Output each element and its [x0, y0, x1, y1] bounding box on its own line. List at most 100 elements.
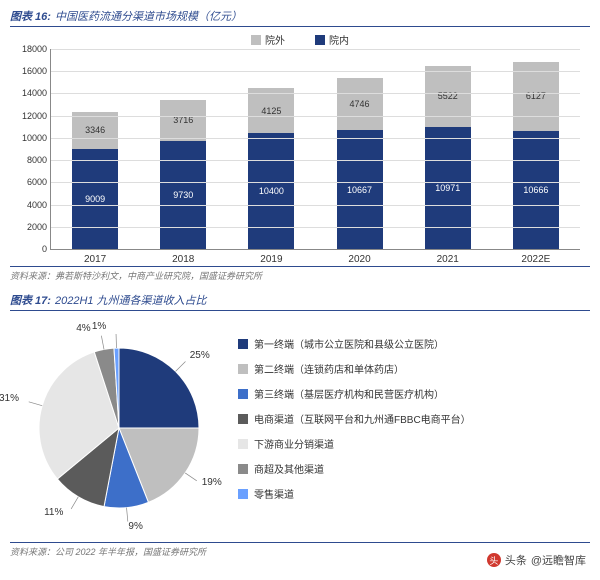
bar-segment-inside: 10971: [425, 127, 471, 249]
leader-line: [71, 497, 78, 509]
pie-pct-label: 11%: [44, 507, 63, 518]
grid-line: [51, 182, 580, 183]
grid-line: [51, 93, 580, 94]
pie-legend-item: 商超及其他渠道: [238, 461, 471, 476]
figure-17-title-row: 图表 17: 2022H1 九州通各渠道收入占比: [10, 292, 590, 311]
y-tick: 4000: [13, 200, 47, 210]
leader-line: [176, 362, 186, 372]
pie-pct-label: 9%: [128, 521, 142, 532]
grid-line: [51, 49, 580, 50]
grid-line: [51, 205, 580, 206]
legend-swatch: [238, 439, 248, 449]
pie-pct-label: 1%: [92, 321, 106, 332]
pie-wrap: 25%19%9%11%31%4%1%: [14, 320, 224, 530]
grid-line: [51, 227, 580, 228]
figure-number: 图表 16:: [10, 8, 51, 24]
figure-16: 图表 16: 中国医药流通分渠道市场规模（亿元） 院外院内 3346900920…: [10, 8, 590, 282]
bar-segment-inside: 9009: [72, 149, 118, 249]
figure-number: 图表 17:: [10, 292, 51, 308]
figure-16-source: 资料来源：弗若斯特沙利文，中商产业研究院，国盛证券研究所: [10, 266, 590, 282]
bar-group: 4125104002019: [242, 88, 300, 249]
leader-line: [127, 508, 128, 522]
pie-chart: 25%19%9%11%31%4%1% 第一终端（城市公立医院和县级公立医院）第二…: [10, 312, 590, 538]
pie-legend-item: 第二终端（连锁药店和单体药店）: [238, 361, 471, 376]
legend-label: 下游商业分销渠道: [254, 436, 334, 451]
x-label: 2022E: [521, 254, 550, 265]
bar-segment-outside: 3716: [160, 100, 206, 141]
y-tick: 18000: [13, 44, 47, 54]
bar-segment-outside: 4125: [248, 88, 294, 134]
figure-16-title-row: 图表 16: 中国医药流通分渠道市场规模（亿元）: [10, 8, 590, 27]
bar-segment-inside: 10400: [248, 133, 294, 249]
x-label: 2017: [84, 254, 106, 265]
bar-segment-outside: 5522: [425, 66, 471, 127]
pie-pct-label: 31%: [0, 393, 19, 404]
x-label: 2021: [437, 254, 459, 265]
bar-group: 334690092017: [66, 112, 124, 249]
bar-segment-inside: 10667: [337, 130, 383, 249]
grid-line: [51, 116, 580, 117]
grid-line: [51, 71, 580, 72]
legend-label: 第二终端（连锁药店和单体药店）: [254, 361, 404, 376]
grid-line: [51, 138, 580, 139]
legend-item: 院内: [315, 32, 349, 47]
legend-swatch: [251, 35, 261, 45]
y-tick: 6000: [13, 177, 47, 187]
pie-pct-label: 4%: [76, 323, 90, 334]
y-tick: 10000: [13, 133, 47, 143]
legend-label: 商超及其他渠道: [254, 461, 324, 476]
grid-line: [51, 160, 580, 161]
legend-label: 院内: [329, 32, 349, 47]
legend-swatch: [238, 414, 248, 424]
leader-line: [101, 336, 104, 350]
y-tick: 16000: [13, 66, 47, 76]
y-tick: 12000: [13, 111, 47, 121]
legend-swatch: [315, 35, 325, 45]
figure-title: 中国医药流通分渠道市场规模（亿元）: [55, 8, 242, 24]
x-label: 2020: [348, 254, 370, 265]
pie-legend-item: 零售渠道: [238, 486, 471, 501]
y-tick: 14000: [13, 88, 47, 98]
legend-swatch: [238, 489, 248, 499]
legend-swatch: [238, 339, 248, 349]
pie-legend-item: 下游商业分销渠道: [238, 436, 471, 451]
figure-title: 2022H1 九州通各渠道收入占比: [55, 292, 207, 308]
pie-legend-item: 第三终端（基层医疗机构和民营医疗机构）: [238, 386, 471, 401]
legend-label: 零售渠道: [254, 486, 294, 501]
y-tick: 2000: [13, 222, 47, 232]
bar-legend: 院外 院内: [10, 32, 590, 47]
legend-swatch: [238, 464, 248, 474]
bar-segment-inside: 10666: [513, 131, 559, 250]
platform-name: 头条: [505, 552, 527, 568]
bar-segment-inside: 9730: [160, 141, 206, 249]
legend-label: 院外: [265, 32, 285, 47]
bar-segment-outside: 3346: [72, 112, 118, 149]
leader-line: [29, 402, 42, 406]
pie-legend-item: 第一终端（城市公立医院和县级公立医院）: [238, 336, 471, 351]
x-label: 2018: [172, 254, 194, 265]
pie-legend: 第一终端（城市公立医院和县级公立医院） 第二终端（连锁药店和单体药店） 第三终端（基…: [238, 320, 471, 530]
bar-plot: 3346900920173716973020184125104002019474…: [50, 49, 580, 250]
handle: @远瞻智库: [531, 552, 586, 568]
y-tick: 0: [13, 244, 47, 254]
leader-line: [185, 473, 197, 481]
toutiao-icon: 头: [487, 553, 501, 567]
legend-swatch: [238, 364, 248, 374]
brand: 头 头条 @远瞻智库: [487, 552, 586, 568]
legend-label: 电商渠道（互联网平台和九州通FBBC电商平台）: [254, 411, 471, 426]
legend-swatch: [238, 389, 248, 399]
legend-label: 第三终端（基层医疗机构和民营医疗机构）: [254, 386, 444, 401]
bar-group: 4746106672020: [331, 78, 389, 249]
y-tick: 8000: [13, 155, 47, 165]
x-label: 2019: [260, 254, 282, 265]
bar-chart: 院外院内 33469009201737169730201841251040020…: [10, 28, 590, 262]
pie-legend-item: 电商渠道（互联网平台和九州通FBBC电商平台）: [238, 411, 471, 426]
pie-pct-label: 19%: [202, 477, 222, 488]
legend-label: 第一终端（城市公立医院和县级公立医院）: [254, 336, 444, 351]
figure-17: 图表 17: 2022H1 九州通各渠道收入占比 25%19%9%11%31%4…: [10, 292, 590, 558]
bar-group: 6127106662022E: [507, 62, 565, 249]
bar-segment-outside: 4746: [337, 78, 383, 131]
bar-segment-outside: 6127: [513, 62, 559, 130]
pie-slice: [119, 348, 199, 428]
pie-pct-label: 25%: [190, 350, 210, 361]
